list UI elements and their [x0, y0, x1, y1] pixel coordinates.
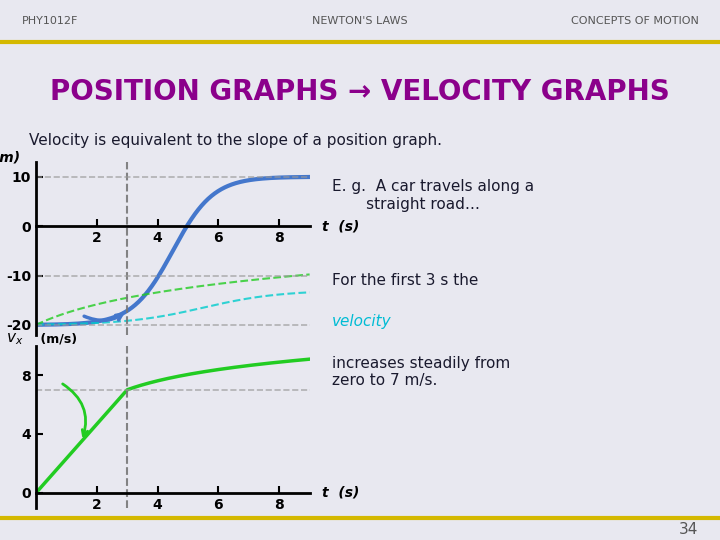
Text: (m/s): (m/s): [36, 333, 77, 346]
Text: E. g.  A car travels along a
       straight road…: E. g. A car travels along a straight roa…: [332, 179, 534, 212]
Text: POSITION GRAPHS → VELOCITY GRAPHS: POSITION GRAPHS → VELOCITY GRAPHS: [50, 78, 670, 106]
Text: Velocity is equivalent to the slope of a position graph.: Velocity is equivalent to the slope of a…: [29, 133, 442, 148]
Text: CONCEPTS OF MOTION: CONCEPTS OF MOTION: [570, 16, 698, 26]
Text: t  (s): t (s): [322, 486, 359, 500]
Text: NEWTON'S LAWS: NEWTON'S LAWS: [312, 16, 408, 26]
Text: x (m): x (m): [0, 150, 21, 164]
Text: increases steadily from
zero to 7 m/s.: increases steadily from zero to 7 m/s.: [332, 355, 510, 388]
Text: $v_x$: $v_x$: [6, 332, 24, 347]
Text: PHY1012F: PHY1012F: [22, 16, 78, 26]
Text: t  (s): t (s): [322, 219, 359, 233]
Text: 34: 34: [679, 522, 698, 537]
Text: For the first 3 s the: For the first 3 s the: [332, 273, 478, 288]
Text: velocity: velocity: [332, 314, 392, 329]
